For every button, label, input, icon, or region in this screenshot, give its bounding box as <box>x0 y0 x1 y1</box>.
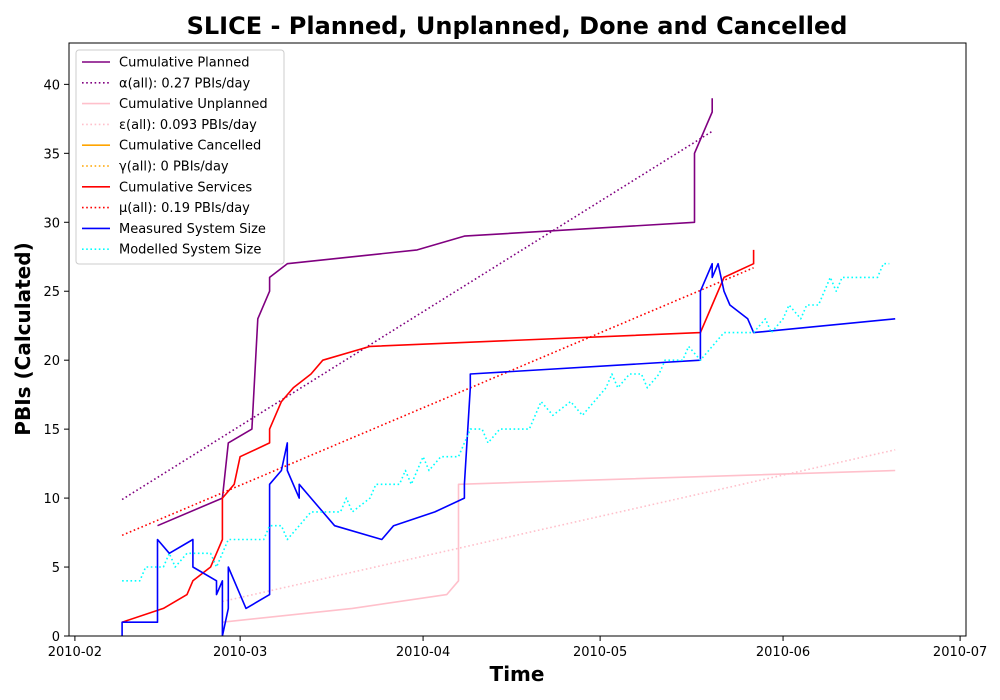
legend-label-0: Cumulative Planned <box>119 56 249 71</box>
legend-label-6: Cumulative Services <box>119 180 252 195</box>
x-axis-label: Time <box>490 662 545 686</box>
legend-label-9: Modelled System Size <box>119 243 261 258</box>
y-tick-label: 40 <box>43 78 60 93</box>
x-tick-label: 2010-02 <box>48 645 102 660</box>
x-axis: 2010-02 2010-03 2010-04 2010-05 2010-06 2010-… <box>48 636 987 660</box>
legend-label-4: Cumulative Cancelled <box>119 139 261 154</box>
series-line-1 <box>121 130 713 501</box>
y-tick-label: 10 <box>43 492 60 507</box>
legend-label-5: γ(all): 0 PBIs/day <box>119 160 229 175</box>
y-tick-label: 0 <box>52 630 60 645</box>
legend-label-7: μ(all): 0.19 PBIs/day <box>119 201 250 216</box>
y-axis-label: PBIs (Calculated) <box>11 242 35 435</box>
legend-label-8: Measured System Size <box>119 222 266 237</box>
y-tick-label: 15 <box>43 423 60 438</box>
series-line-8 <box>121 262 896 636</box>
series-line-0 <box>157 98 714 527</box>
legend-label-2: Cumulative Unplanned <box>119 97 268 112</box>
plot-frame <box>68 42 967 637</box>
y-tick-label: 5 <box>52 561 60 576</box>
x-tick-label: 2010-04 <box>396 645 450 660</box>
series-line-2 <box>222 469 896 623</box>
plot-area <box>68 42 967 637</box>
y-tick-label: 30 <box>43 216 60 231</box>
x-tick-label: 2010-05 <box>573 645 627 660</box>
y-axis: 0 5 10 15 20 25 30 35 40 <box>43 78 69 645</box>
legend-label-1: α(all): 0.27 PBIs/day <box>119 76 250 91</box>
series-line-7 <box>121 267 754 537</box>
series-line-3 <box>222 449 896 603</box>
y-tick-label: 25 <box>43 285 60 300</box>
series-line-9 <box>122 262 890 582</box>
x-tick-label: 2010-06 <box>756 645 810 660</box>
y-tick-label: 20 <box>43 354 60 369</box>
series-line-6 <box>121 249 755 623</box>
chart-title: SLICE - Planned, Unplanned, Done and Can… <box>187 12 848 40</box>
series-layer <box>121 98 896 636</box>
legend-label-3: ε(all): 0.093 PBIs/day <box>119 118 257 133</box>
y-tick-label: 35 <box>43 147 60 162</box>
legend-box <box>75 49 285 265</box>
x-tick-label: 2010-07 <box>933 645 987 660</box>
x-tick-label: 2010-03 <box>213 645 267 660</box>
legend: Cumulative Planned α(all): 0.27 PBIs/day C… <box>75 49 285 265</box>
